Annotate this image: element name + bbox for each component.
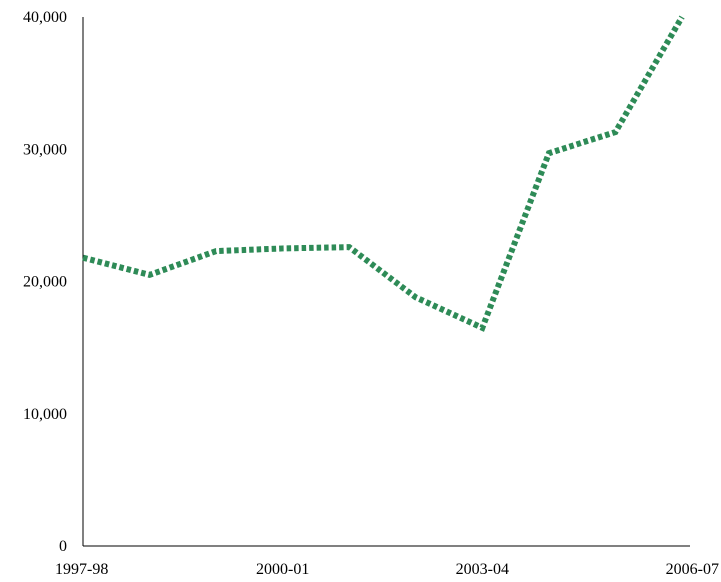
- y-tick-labels: 0 10,000 20,000 30,000 40,000: [23, 9, 67, 555]
- x-tick-label: 2000-01: [256, 561, 309, 578]
- y-tick-label: 0: [59, 538, 67, 555]
- x-tick-labels: 1997-98 2000-01 2003-04 2006-07: [55, 561, 719, 578]
- y-tick-label: 20,000: [23, 274, 67, 291]
- y-tick-label: 30,000: [23, 141, 67, 158]
- series-line: [82, 15, 685, 332]
- y-tick-label: 40,000: [23, 9, 67, 26]
- series-layer: [82, 15, 685, 332]
- x-tick-label: 2003-04: [456, 561, 509, 578]
- x-tick-label: 2006-07: [666, 561, 719, 578]
- y-tick-label: 10,000: [23, 406, 67, 423]
- x-tick-label: 1997-98: [55, 561, 108, 578]
